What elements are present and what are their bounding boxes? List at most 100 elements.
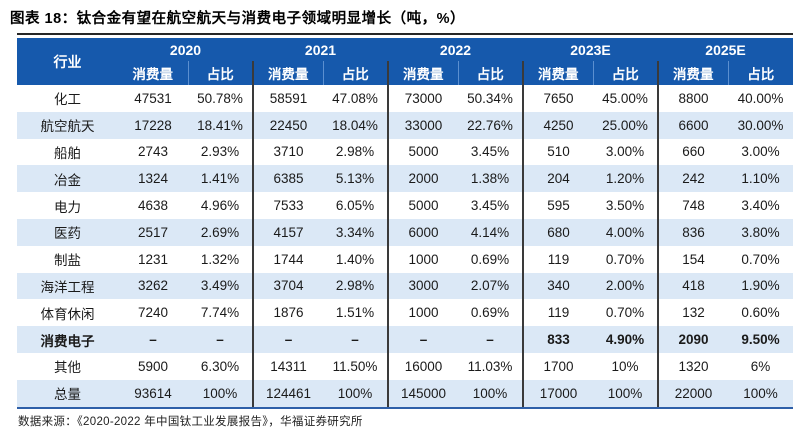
consumption-cell: 2090 (657, 326, 729, 353)
table-body: 化工 47531 50.78% 58591 47.08% 73000 50.34% 7650 4… (17, 85, 794, 407)
consumption-cell: 145000 (387, 379, 458, 407)
share-subheader: 占比 (322, 61, 388, 85)
year-header-2023e: 2023E (523, 38, 659, 61)
share-cell: 6.05% (335, 198, 375, 214)
table-row: 消费电子 – – – – – –833 4.90% 2090 9.50% (17, 326, 794, 353)
share-cell: 3.40% (741, 198, 780, 214)
industry-cell: 总量 (17, 379, 118, 407)
share-subheader: 占比 (592, 61, 659, 85)
year-header-2020: 2020 (118, 38, 253, 61)
consumption-cell: 2000 (387, 165, 458, 193)
share-cell: 1.40% (335, 251, 375, 267)
share-subheader: 占比 (727, 61, 794, 85)
share-cell: 18.41% (188, 111, 253, 139)
industry-cell: 其他 (54, 360, 81, 376)
consumption-cell: 204 (522, 165, 593, 193)
consumption-cell: 833 (522, 326, 593, 353)
consumption-cell: 58591 (252, 85, 323, 112)
consumption-cell: – (387, 326, 458, 353)
industry-cell: 体育休闲 (40, 306, 95, 322)
share-cell: 2.98% (335, 144, 375, 160)
table-row: 总量 93614 100% 124461 100% 145000 100% 17000 100%… (17, 379, 794, 407)
year-header-2022: 2022 (388, 38, 523, 61)
year-header-2021: 2021 (253, 38, 388, 61)
share-cell: 100% (458, 379, 523, 407)
consumption-cell: 1000 (387, 245, 458, 273)
consumption-cell: 3710 (252, 138, 323, 166)
consumption-table: 行业 2020 2021 2022 2023E 2025E 消费量 占比 消费量… (17, 38, 794, 407)
consumption-cell: – (118, 326, 188, 353)
share-cell: 45.00% (602, 90, 648, 106)
consumption-cell: 3262 (118, 272, 188, 300)
year-header-2025e: 2025E (658, 38, 794, 61)
industry-cell: 电力 (54, 199, 81, 215)
consumption-cell: 22450 (252, 111, 323, 139)
consumption-cell: – (252, 326, 323, 353)
consumption-cell: 132 (657, 299, 729, 327)
consumption-cell: 119 (522, 245, 593, 273)
industry-column-header: 行业 (17, 38, 118, 85)
share-cell: 0.70% (605, 305, 645, 321)
data-source-note: 数据来源：《2020-2022 年中国钛工业发展报告》，华福证券研究所 (18, 415, 363, 428)
table-row: 化工 47531 50.78% 58591 47.08% 73000 50.34% 7650 4… (17, 85, 793, 112)
consumption-cell: 8800 (657, 85, 729, 112)
consumption-cell: 14311 (252, 352, 323, 380)
share-cell: 0.70% (741, 251, 780, 267)
industry-cell: 航空航天 (17, 111, 118, 139)
consumption-cell: 4157 (252, 218, 323, 246)
share-cell: 30.00% (728, 111, 794, 139)
share-cell: 47.08% (332, 90, 378, 106)
share-cell: 6.30% (200, 358, 240, 374)
share-cell: 50.78% (197, 90, 243, 106)
share-cell: 2.93% (200, 144, 240, 160)
share-cell: 11.50% (332, 358, 378, 374)
consumption-cell: 6385 (252, 165, 323, 193)
share-cell: 1.41% (188, 165, 253, 193)
table-row: 电力 4638 4.96% 7533 6.05% 5000 3.45% 595 3.50% 748… (17, 192, 793, 219)
consumption-cell: 242 (657, 165, 729, 193)
table-row: 制盐 1231 1.32% 1744 1.40% 1000 0.69% 119 0.70% 154… (17, 245, 793, 273)
share-cell: 9.50% (728, 326, 794, 353)
consumption-cell: 5000 (387, 192, 458, 219)
share-cell: 4.14% (458, 218, 523, 246)
share-cell: – (458, 326, 523, 353)
header-sub-row: 消费量 占比 消费量 占比 消费量 占比 消费量 占比 消费量 占比 (17, 61, 794, 85)
consumption-cell: 3704 (252, 272, 323, 300)
consumption-cell: 6000 (387, 218, 458, 246)
share-cell: 100% (593, 379, 659, 407)
consumption-cell: 154 (657, 245, 729, 273)
share-cell: 0.60% (741, 305, 780, 321)
share-cell: 50.34% (467, 90, 513, 106)
share-cell: 1.90% (728, 272, 794, 300)
consumption-cell: 1324 (118, 165, 188, 193)
consumption-cell: 1876 (252, 299, 323, 327)
share-cell: 100% (728, 379, 794, 407)
industry-cell: 化工 (54, 92, 81, 108)
consumption-cell: 1320 (657, 352, 729, 380)
consumption-cell: 7533 (252, 192, 323, 219)
share-cell: 100% (188, 379, 253, 407)
consumption-subheader: 消费量 (252, 61, 323, 85)
share-cell: 6% (750, 358, 771, 374)
consumption-cell: 748 (657, 192, 729, 219)
share-cell: – (188, 326, 253, 353)
consumption-cell: 22000 (657, 379, 729, 407)
share-cell: 4.90% (593, 326, 659, 353)
table-bottom-divider (17, 406, 793, 409)
share-cell: 1.20% (593, 165, 659, 193)
consumption-cell: 3000 (387, 272, 458, 300)
consumption-cell: 7240 (137, 305, 169, 321)
share-cell: 5.13% (323, 165, 388, 193)
industry-cell: 冶金 (17, 165, 118, 193)
table-row: 其他 5900 6.30% 14311 11.50% 16000 11.03% 1700 10%… (17, 352, 793, 380)
industry-cell: 海洋工程 (17, 272, 118, 300)
share-cell: 2.00% (593, 272, 659, 300)
share-cell: 3.50% (605, 198, 645, 214)
consumption-cell: 1700 (522, 352, 593, 380)
consumption-subheader: 消费量 (522, 61, 593, 85)
consumption-cell: 73000 (387, 85, 458, 112)
share-cell: 40.00% (737, 90, 784, 106)
consumption-cell: 93614 (118, 379, 188, 407)
share-cell: 3.80% (728, 218, 794, 246)
share-cell: 2.69% (188, 218, 253, 246)
